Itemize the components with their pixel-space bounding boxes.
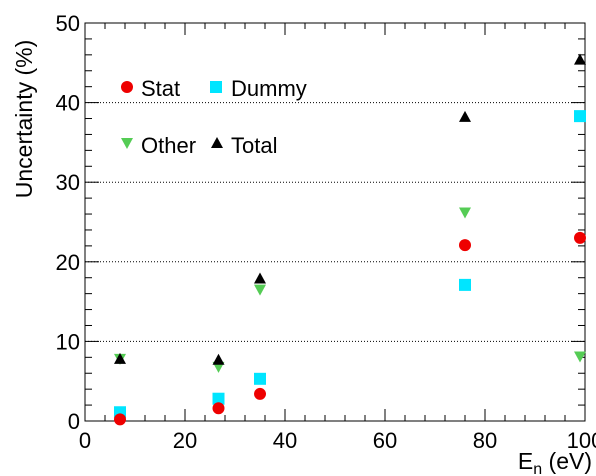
other-point bbox=[459, 207, 471, 219]
legend-label-other: Other bbox=[141, 133, 196, 158]
x-tick-label-80: 80 bbox=[473, 428, 497, 453]
dummy-point bbox=[212, 392, 225, 405]
other-point bbox=[254, 284, 266, 296]
x-tick-label-40: 40 bbox=[273, 428, 297, 453]
legend-marker-total bbox=[211, 137, 223, 148]
tick-labels: 0 20 40 60 80 100 0 10 20 30 40 50 bbox=[56, 11, 596, 453]
x-tick-label-0: 0 bbox=[79, 428, 91, 453]
total-point bbox=[212, 353, 225, 365]
x-axis-title: En (eV) bbox=[518, 448, 592, 476]
stat-point bbox=[212, 402, 225, 415]
legend-marker-stat bbox=[121, 81, 133, 93]
legend-marker-dummy bbox=[210, 81, 222, 93]
total-point bbox=[254, 272, 266, 284]
x-tick-label-20: 20 bbox=[173, 428, 197, 453]
data-points bbox=[114, 53, 586, 426]
stat-point bbox=[574, 231, 586, 244]
y-tick-label-20: 20 bbox=[56, 250, 80, 275]
y-axis-title: Uncertainty (%) bbox=[11, 40, 37, 198]
stat-point bbox=[114, 413, 126, 426]
grid-lines bbox=[85, 102, 585, 342]
total-point bbox=[114, 352, 126, 364]
y-tick-label-0: 0 bbox=[68, 409, 80, 434]
legend-label-total: Total bbox=[231, 133, 277, 158]
stat-point bbox=[254, 387, 266, 400]
y-tick-label-50: 50 bbox=[56, 11, 80, 36]
total-point bbox=[574, 53, 586, 65]
total-point bbox=[459, 110, 471, 122]
x-axis-title-subscript: n bbox=[533, 461, 542, 476]
plot-border bbox=[84, 22, 586, 422]
x-tick-label-100: 100 bbox=[567, 428, 596, 453]
x-axis-title-unit: (eV) bbox=[549, 448, 592, 474]
stat-point bbox=[459, 239, 471, 252]
other-point bbox=[574, 351, 586, 363]
legend-label-stat: Stat bbox=[141, 76, 180, 101]
x-axis-title-main: E bbox=[518, 448, 533, 474]
plot-frame bbox=[84, 22, 586, 422]
dummy-point bbox=[574, 110, 586, 123]
dummy-point bbox=[459, 278, 471, 291]
y-tick-label-30: 30 bbox=[56, 170, 80, 195]
x-tick-label-60: 60 bbox=[373, 428, 397, 453]
axis-ticks bbox=[84, 22, 586, 422]
legend: Stat Dummy Other Total bbox=[121, 76, 307, 158]
legend-marker-other bbox=[121, 138, 133, 149]
y-tick-label-40: 40 bbox=[56, 91, 80, 116]
y-tick-label-10: 10 bbox=[56, 329, 80, 354]
legend-label-dummy: Dummy bbox=[231, 76, 307, 101]
dummy-point bbox=[254, 372, 266, 385]
